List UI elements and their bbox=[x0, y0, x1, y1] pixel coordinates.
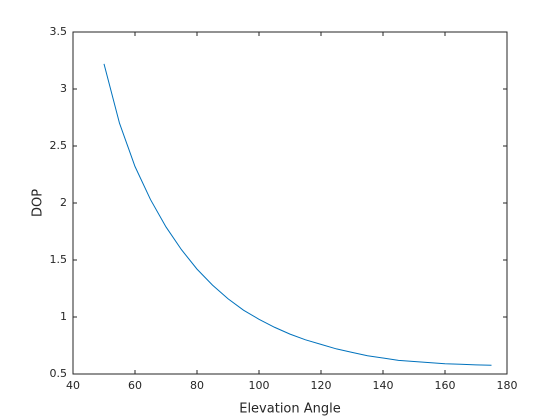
y-tick-label: 1 bbox=[60, 310, 67, 323]
x-tick-label: 60 bbox=[128, 379, 142, 392]
y-tick-label: 3.5 bbox=[50, 25, 68, 38]
y-tick-label: 3 bbox=[60, 82, 67, 95]
y-tick-label: 1.5 bbox=[50, 253, 68, 266]
x-tick-label: 80 bbox=[190, 379, 204, 392]
y-tick-label: 2 bbox=[60, 196, 67, 209]
y-tick-label: 2.5 bbox=[50, 139, 68, 152]
axes-box bbox=[72, 31, 508, 375]
data-line bbox=[103, 63, 492, 366]
x-axis-label: Elevation Angle bbox=[239, 402, 341, 417]
x-tick-label: 140 bbox=[373, 379, 394, 392]
x-tick-label: 180 bbox=[497, 379, 518, 392]
y-axis-label: DOP bbox=[31, 189, 46, 217]
x-tick-label: 100 bbox=[249, 379, 270, 392]
y-tick-label: 0.5 bbox=[50, 367, 68, 380]
x-tick-label: 160 bbox=[435, 379, 456, 392]
x-tick-label: 120 bbox=[311, 379, 332, 392]
x-tick-label: 40 bbox=[66, 379, 80, 392]
